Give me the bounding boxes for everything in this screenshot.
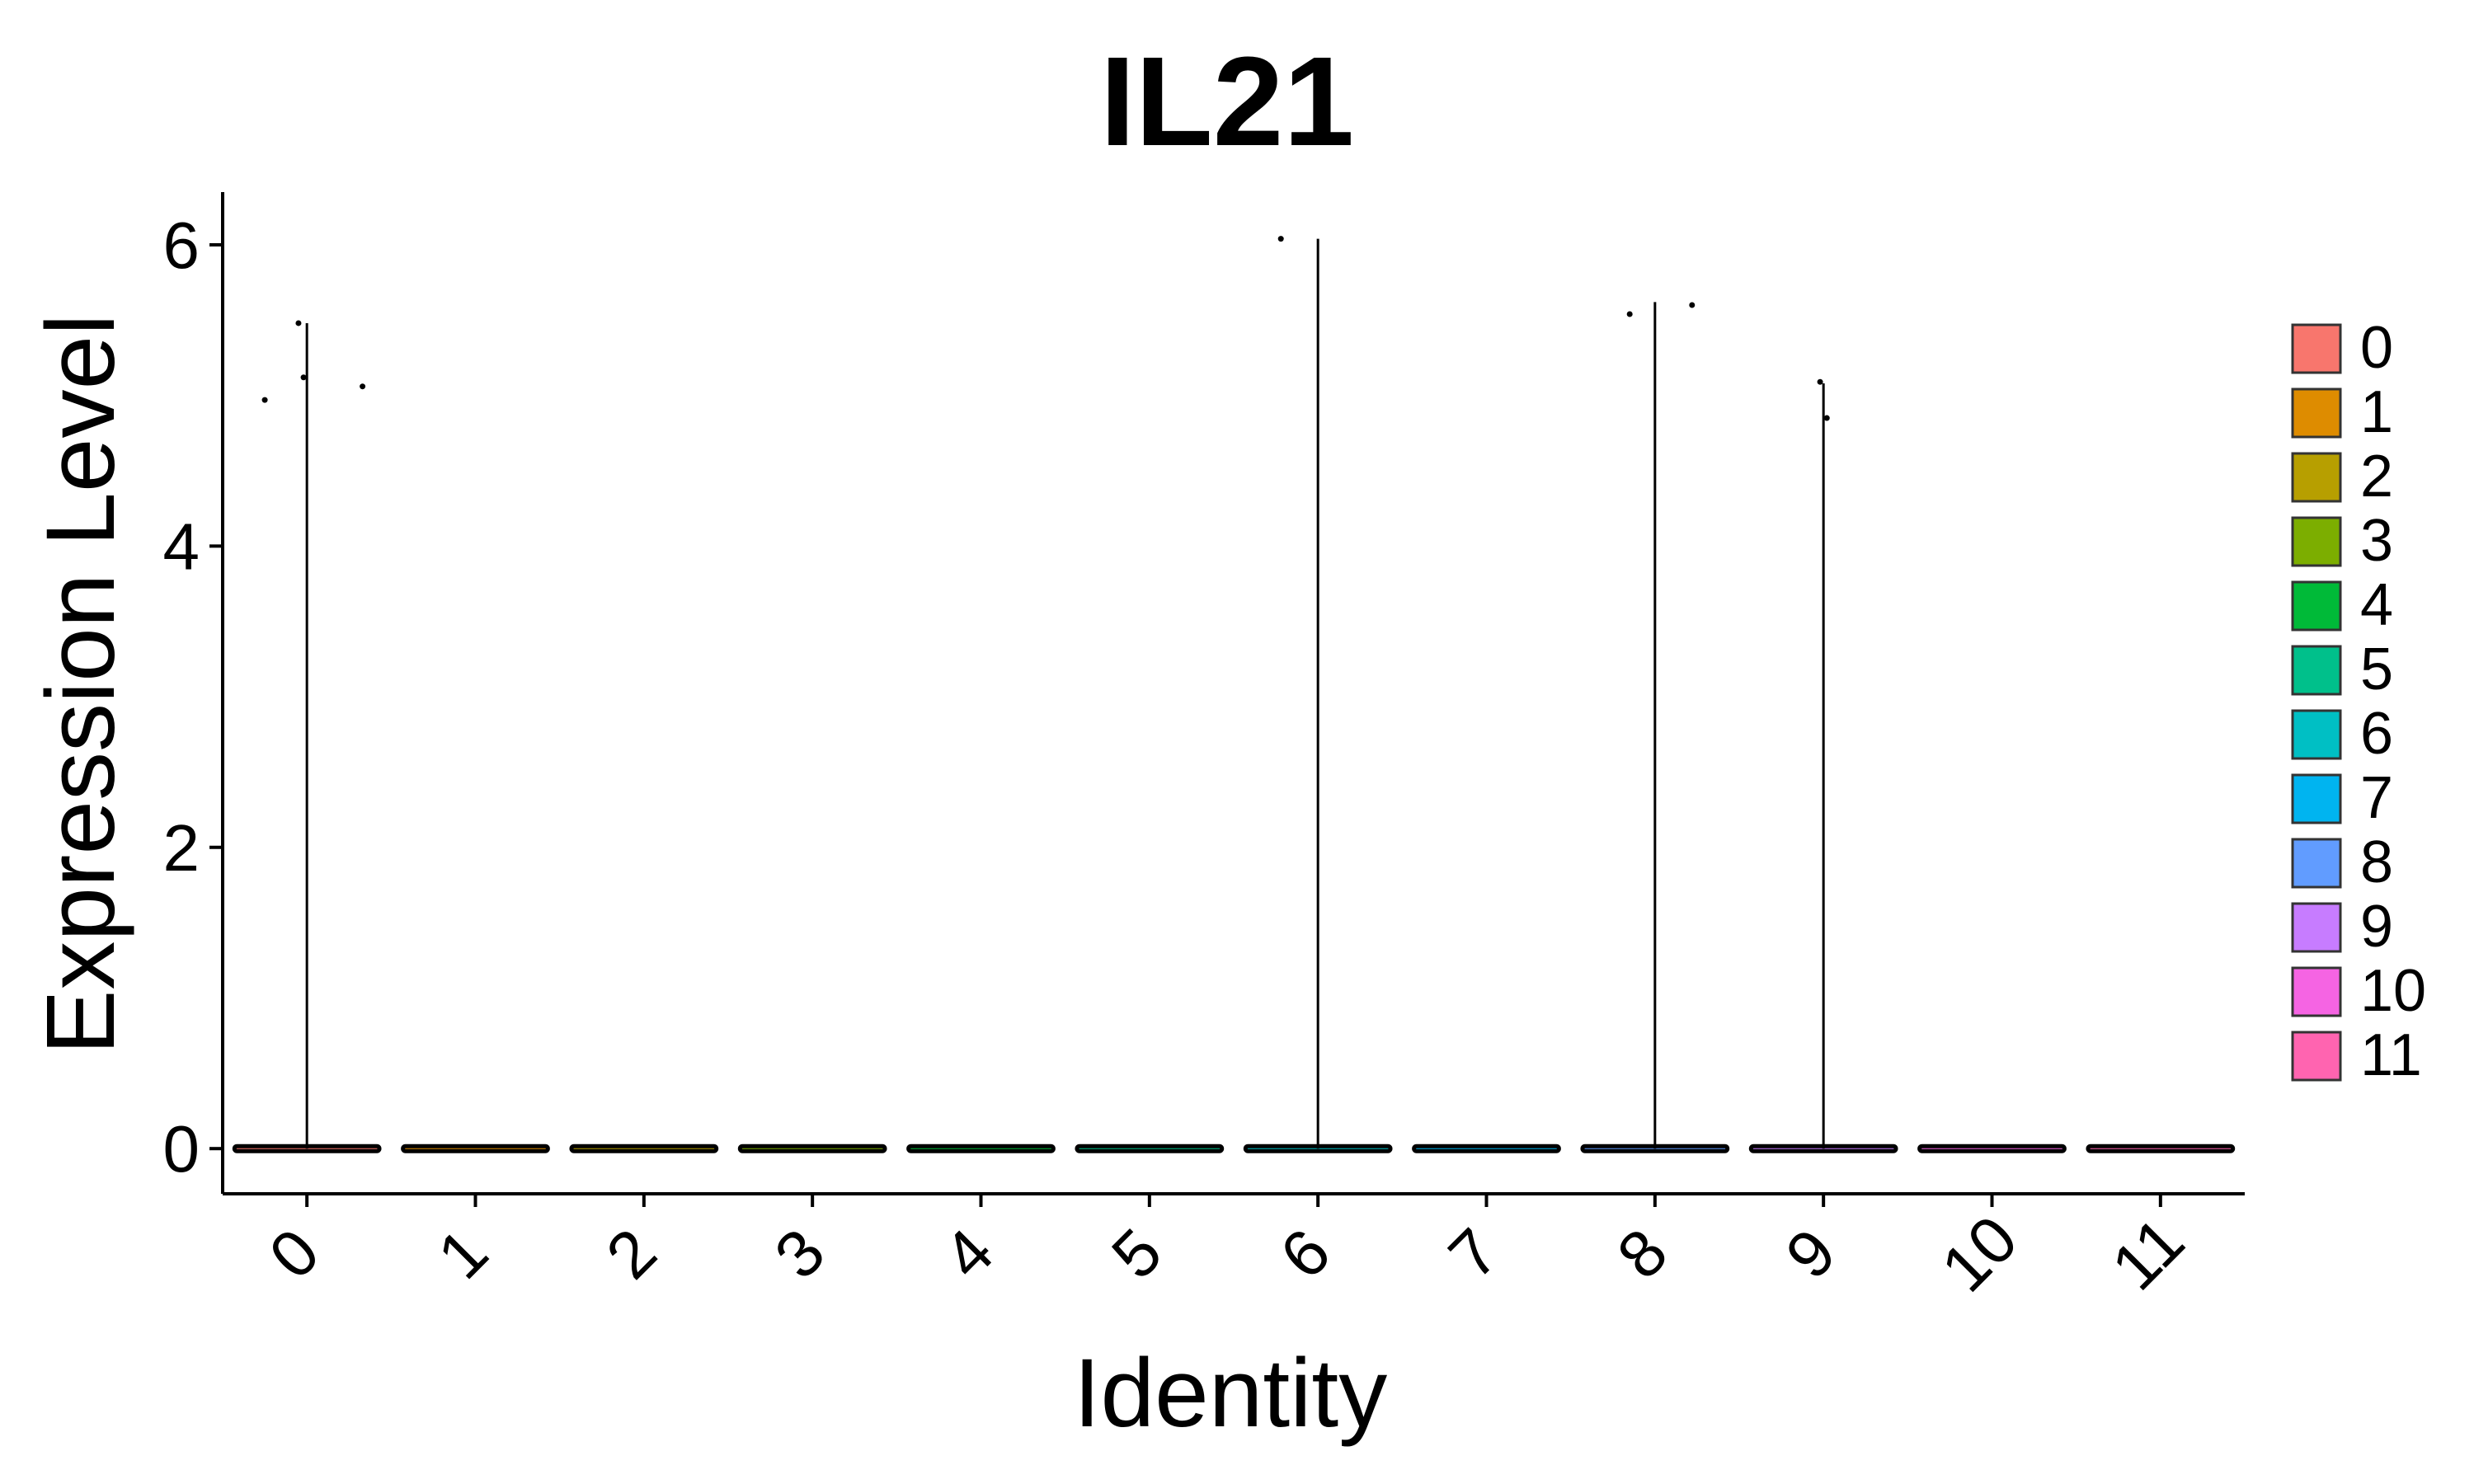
- x-tick-label: 10: [1927, 1202, 2031, 1306]
- legend-label: 8: [2360, 829, 2393, 895]
- violin-10: [1917, 1144, 2067, 1153]
- legend-key-1: [2291, 387, 2342, 439]
- violin-11: [2086, 1144, 2236, 1153]
- data-point: [1823, 415, 1830, 421]
- x-tick-label: 7: [1435, 1214, 1512, 1292]
- legend-label: 3: [2360, 508, 2393, 574]
- violin-5: [1075, 1144, 1225, 1153]
- data-point: [360, 383, 366, 390]
- data-point: [1277, 236, 1284, 242]
- legend-key-9: [2291, 902, 2342, 953]
- legend-label: 6: [2360, 701, 2393, 767]
- x-tick-label: 0: [256, 1214, 333, 1292]
- y-tick-label: 2: [163, 811, 200, 885]
- legend-key-7: [2291, 773, 2342, 824]
- violin-7: [1412, 1144, 1561, 1153]
- legend-label: 5: [2360, 636, 2393, 702]
- x-tick-label: 2: [592, 1214, 670, 1292]
- legend-key-10: [2291, 966, 2342, 1017]
- x-tick-label: 11: [2098, 1204, 2199, 1304]
- legend-key-6: [2291, 709, 2342, 760]
- data-point: [300, 374, 307, 381]
- legend-key-5: [2291, 645, 2342, 696]
- violin-1: [401, 1144, 550, 1153]
- legend-label: 11: [2360, 1022, 2422, 1088]
- legend-key-0: [2291, 323, 2342, 374]
- legend-key-3: [2291, 516, 2342, 567]
- x-tick-label: 4: [929, 1214, 1007, 1292]
- legend-label: 0: [2360, 315, 2393, 381]
- legend-label: 9: [2360, 894, 2393, 960]
- legend-label: 1: [2360, 379, 2393, 445]
- data-point: [1626, 311, 1633, 317]
- data-point: [1817, 378, 1823, 385]
- legend-key-2: [2291, 452, 2342, 503]
- x-tick-label: 1: [424, 1214, 501, 1292]
- x-tick-label: 5: [1098, 1214, 1175, 1292]
- legend-label: 2: [2360, 444, 2393, 510]
- data-point: [1689, 302, 1696, 308]
- x-tick-label: 9: [1772, 1214, 1850, 1292]
- x-tick-label: 6: [1267, 1214, 1344, 1292]
- violin-3: [737, 1144, 887, 1153]
- legend-label: 10: [2360, 958, 2426, 1024]
- violin-2: [569, 1144, 719, 1153]
- violin-4: [906, 1144, 1056, 1153]
- plot-area: 0 2 4 6 0 1 2 3 4 5 6 7 8 9 10 11: [163, 192, 2245, 1306]
- legend-key-8: [2291, 838, 2342, 889]
- x-tick-label: 3: [761, 1214, 839, 1292]
- y-tick-label: 6: [163, 209, 200, 282]
- y-tick-label: 4: [163, 510, 200, 583]
- legend-key-11: [2291, 1031, 2342, 1082]
- legend-key-4: [2291, 580, 2342, 632]
- x-tick-label: 8: [1603, 1214, 1681, 1292]
- chart-title: IL21: [1100, 31, 1354, 172]
- y-axis-label: Expression Level: [26, 314, 135, 1055]
- x-axis-label: Identity: [1074, 1339, 1387, 1448]
- legend-label: 7: [2360, 765, 2393, 831]
- legend-label: 4: [2360, 572, 2393, 638]
- y-tick-label: 0: [163, 1112, 200, 1186]
- data-point: [295, 320, 302, 326]
- data-point: [261, 397, 268, 403]
